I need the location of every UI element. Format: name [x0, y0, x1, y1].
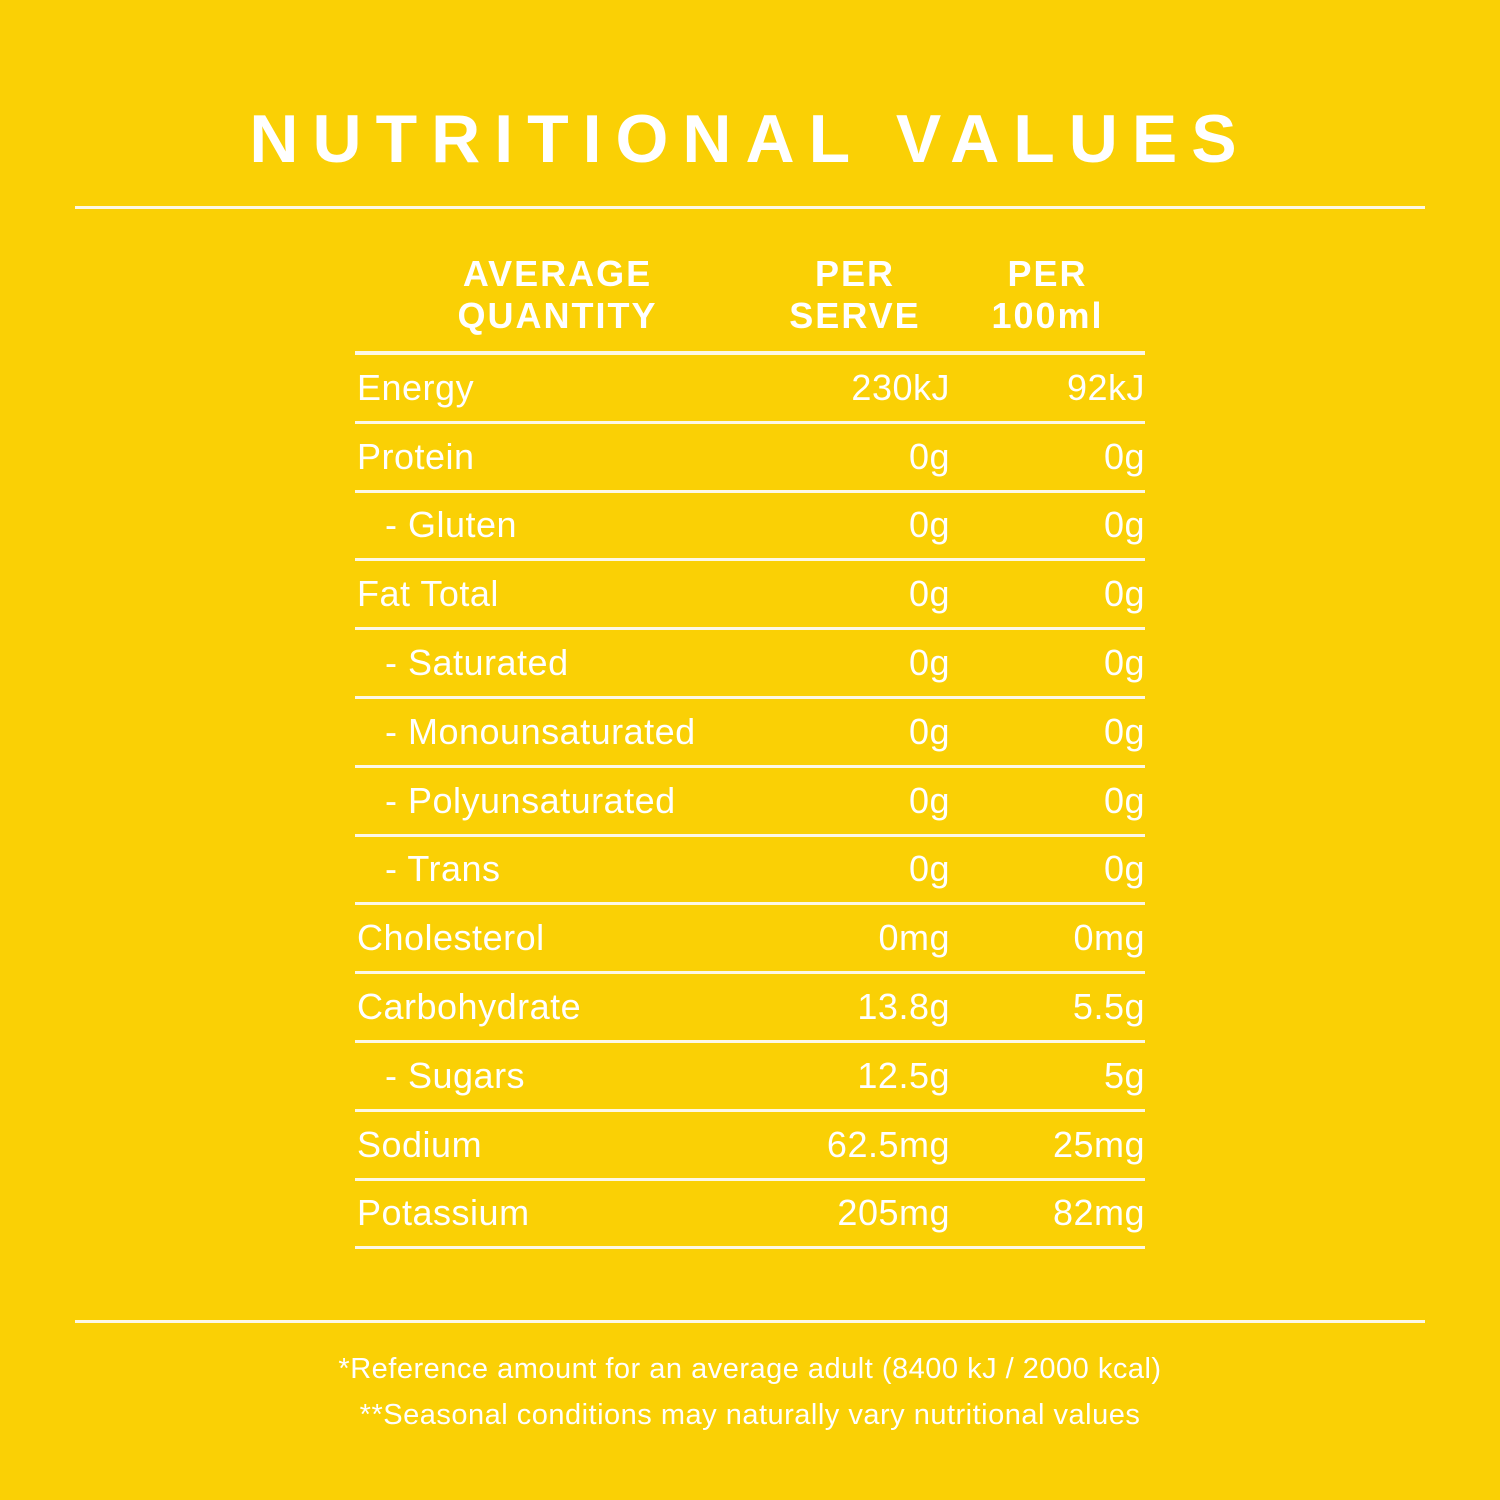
row-label: - Monounsaturated: [385, 710, 696, 752]
table-row: Fat Total 0g 0g: [355, 561, 1145, 631]
row-per-100ml-value: 5g: [1103, 1054, 1145, 1096]
row-label: Potassium: [357, 1192, 530, 1234]
row-per-serve-value: 0g: [908, 573, 950, 615]
row-per-serve-value: 0mg: [878, 917, 950, 959]
row-per-100ml-value: 92kJ: [1066, 366, 1145, 408]
row-per-serve-value: 230kJ: [851, 366, 950, 408]
row-per-100ml-value: 0g: [1103, 573, 1145, 615]
footnotes: *Reference amount for an average adult (…: [0, 1346, 1500, 1438]
table-row: - Polyunsaturated 0g 0g: [355, 768, 1145, 837]
header-per-serve-line2: SERVE: [789, 295, 921, 336]
header-col-per-serve: PER SERVE: [760, 253, 950, 337]
row-per-serve-value: 205mg: [837, 1192, 950, 1234]
table-row: Carbohydrate 13.8g 5.5g: [355, 974, 1145, 1043]
page-title: NUTRITIONAL VALUES: [249, 101, 1251, 177]
table-row: Protein 0g 0g: [355, 424, 1145, 493]
table-row: Sodium 62.5mg 25mg: [355, 1112, 1145, 1181]
table-row: - Gluten 0g 0g: [355, 493, 1145, 562]
header-per-100ml-line2: 100ml: [991, 295, 1104, 336]
row-per-serve-value: 13.8g: [857, 986, 950, 1028]
row-label: Carbohydrate: [357, 986, 582, 1028]
row-per-serve-value: 0g: [908, 779, 950, 821]
row-per-100ml-value: 0g: [1103, 435, 1145, 477]
table-header: AVERAGE QUANTITY PER SERVE PER 100ml: [355, 253, 1145, 355]
footnote-seasonal: **Seasonal conditions may naturally vary…: [359, 1399, 1141, 1431]
row-label: Sodium: [357, 1123, 483, 1165]
row-per-100ml-value: 25mg: [1052, 1123, 1145, 1165]
row-label: - Sugars: [385, 1054, 526, 1096]
table-row: - Saturated 0g 0g: [355, 630, 1145, 699]
row-label: - Trans: [385, 848, 501, 890]
row-per-100ml-value: 82mg: [1052, 1192, 1145, 1234]
row-per-serve-value: 0g: [908, 848, 950, 890]
row-per-100ml-value: 0g: [1103, 504, 1145, 546]
row-per-100ml-value: 0g: [1103, 848, 1145, 890]
table-body: Energy 230kJ 92kJ Protein 0g 0g - Gluten…: [355, 355, 1145, 1250]
header-average-line2: QUANTITY: [457, 295, 658, 336]
bottom-divider: [75, 1320, 1425, 1323]
row-per-serve-value: 62.5mg: [826, 1123, 950, 1165]
row-label: Protein: [357, 435, 475, 477]
top-divider: [75, 206, 1425, 209]
table-row: - Monounsaturated 0g 0g: [355, 699, 1145, 768]
row-label: Fat Total: [357, 573, 499, 615]
nutrition-table: AVERAGE QUANTITY PER SERVE PER 100ml Ene…: [355, 253, 1145, 1250]
row-label: Energy: [357, 366, 475, 408]
header-col-per-100ml: PER 100ml: [950, 253, 1145, 337]
row-per-serve-value: 0g: [908, 642, 950, 684]
footnote-reference: *Reference amount for an average adult (…: [338, 1353, 1162, 1385]
row-label: - Saturated: [385, 642, 569, 684]
row-per-serve-value: 0g: [908, 435, 950, 477]
row-label: - Polyunsaturated: [385, 779, 676, 821]
header-average-line1: AVERAGE: [462, 253, 653, 294]
header-per-serve-line1: PER: [814, 253, 896, 294]
row-label: - Gluten: [385, 504, 518, 546]
table-row: Cholesterol 0mg 0mg: [355, 905, 1145, 975]
table-row: - Trans 0g 0g: [355, 837, 1145, 906]
row-per-serve-value: 12.5g: [857, 1054, 950, 1096]
row-per-100ml-value: 0mg: [1073, 917, 1145, 959]
row-per-serve-value: 0g: [908, 710, 950, 752]
table-row: Potassium 205mg 82mg: [355, 1181, 1145, 1250]
table-row: Energy 230kJ 92kJ: [355, 355, 1145, 424]
row-per-100ml-value: 0g: [1103, 642, 1145, 684]
row-per-100ml-value: 5.5g: [1072, 986, 1145, 1028]
row-label: Cholesterol: [357, 917, 545, 959]
row-per-100ml-value: 0g: [1103, 710, 1145, 752]
row-per-serve-value: 0g: [908, 504, 950, 546]
row-per-100ml-value: 0g: [1103, 779, 1145, 821]
header-col-average-quantity: AVERAGE QUANTITY: [355, 253, 760, 337]
table-row: - Sugars 12.5g 5g: [355, 1043, 1145, 1112]
header-per-100ml-line1: PER: [1007, 253, 1088, 294]
